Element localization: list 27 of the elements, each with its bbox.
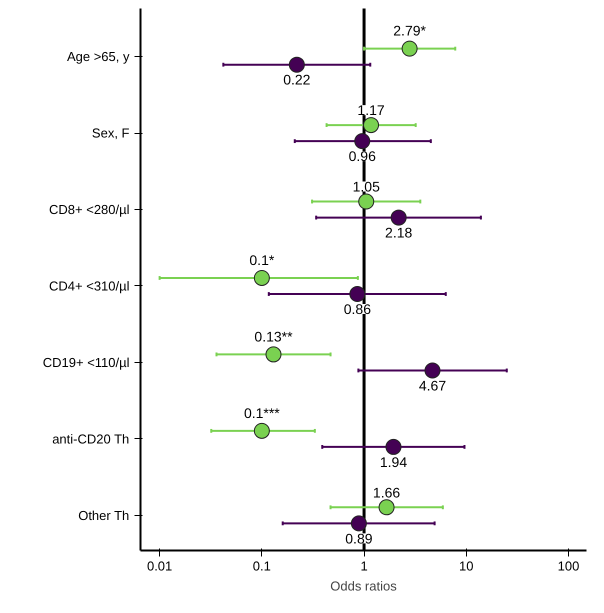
data-label: 0.86	[344, 301, 372, 318]
y-tick-label: CD8+ <280/µl	[49, 202, 130, 218]
data-label: 0.96	[348, 148, 376, 164]
data-label: 1.66	[372, 484, 400, 500]
data-label: 0.89	[345, 530, 373, 546]
x-tick-label: 10	[459, 558, 474, 574]
data-label: 2.79*	[393, 22, 427, 39]
x-axis-title: Odds ratios	[330, 578, 398, 594]
data-label: 1.94	[380, 454, 408, 470]
y-tick-label: CD4+ <310/µl	[49, 278, 130, 294]
y-tick-label: Age >65, y	[66, 49, 130, 64]
x-tick-label: 0.01	[146, 558, 172, 574]
data-label: 4.67	[418, 377, 446, 394]
data-label: 0.1*	[249, 252, 275, 268]
x-tick-label: 0.1	[252, 558, 271, 574]
x-tick-label: 1	[360, 558, 368, 574]
data-label: 0.22	[283, 72, 311, 88]
data-label: 1.17	[357, 102, 385, 118]
y-tick-label: Other Th	[78, 508, 130, 523]
y-tick-label: CD19+ <110/µl	[42, 354, 130, 370]
data-label: 1.05	[352, 178, 380, 195]
x-tick-label: 100	[558, 558, 580, 574]
data-label: 0.13**	[254, 328, 294, 344]
y-tick-label: anti-CD20 Th	[52, 431, 130, 446]
y-tick-label: Sex, F	[92, 126, 130, 141]
data-label: 2.18	[385, 224, 412, 241]
data-label: 0.1***	[244, 404, 280, 421]
